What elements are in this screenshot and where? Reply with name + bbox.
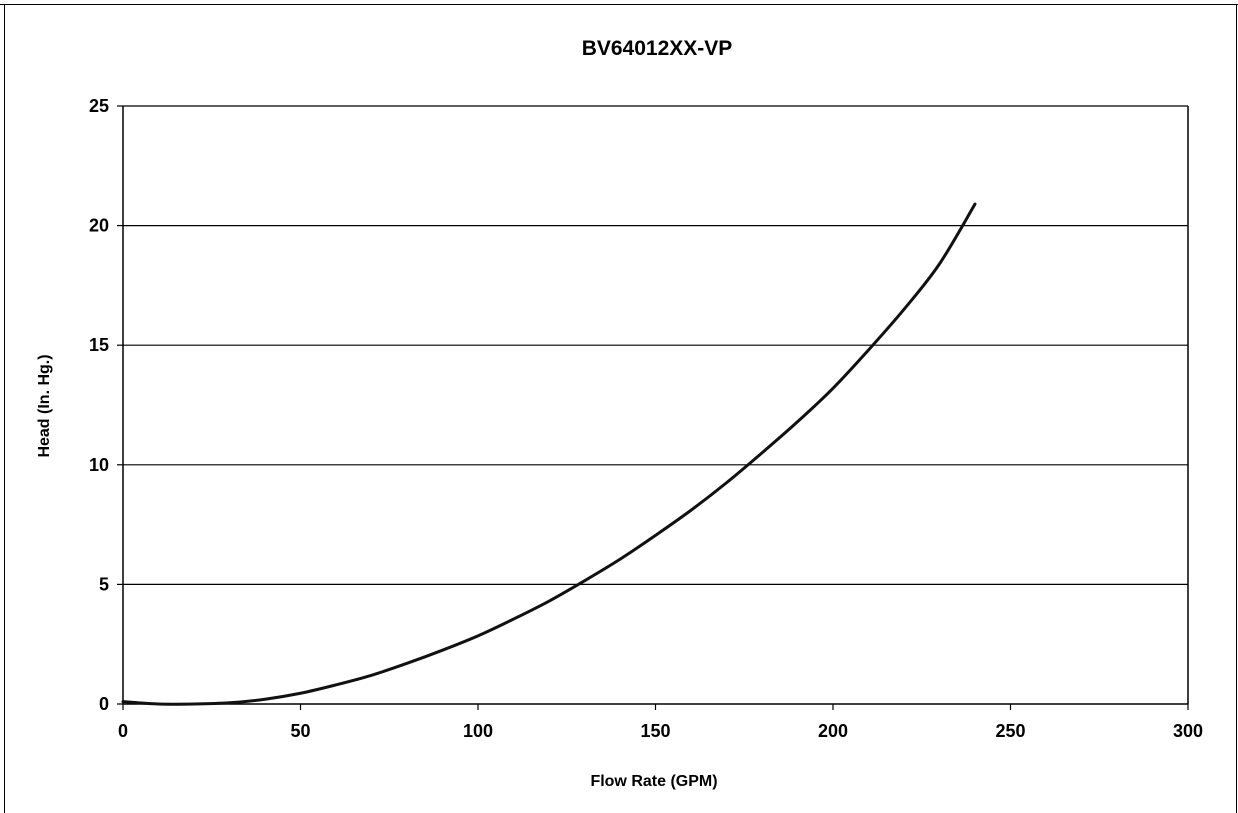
x-tick-label: 300 xyxy=(1173,721,1203,741)
chart-title: BV64012XX-VP xyxy=(582,37,733,60)
y-tick-label: 20 xyxy=(89,216,109,236)
x-tick-label: 100 xyxy=(463,721,493,741)
y-tick-label: 0 xyxy=(99,694,109,714)
series-line-0 xyxy=(121,202,977,706)
grid-lines xyxy=(123,105,1188,586)
y-tick-label: 5 xyxy=(99,574,109,594)
x-tick-label: 200 xyxy=(818,721,848,741)
y-tick-label: 15 xyxy=(89,335,109,355)
x-tick-label: 50 xyxy=(290,721,310,741)
y-tick-label: 25 xyxy=(89,96,109,116)
y-axis-title: Head (In. Hg.) xyxy=(36,354,53,457)
x-tick-label: 150 xyxy=(640,721,670,741)
x-tick-label: 250 xyxy=(995,721,1025,741)
y-axis-tick-labels: 0 5 10 15 20 25 xyxy=(89,96,109,714)
plot-area xyxy=(121,202,977,706)
axes xyxy=(117,105,1189,710)
y-tick-label: 10 xyxy=(89,455,109,475)
x-axis-tick-labels: 0 50 100 150 200 250 300 xyxy=(118,721,1203,741)
x-tick-label: 0 xyxy=(118,721,128,741)
x-axis-title: Flow Rate (GPM) xyxy=(590,773,717,790)
